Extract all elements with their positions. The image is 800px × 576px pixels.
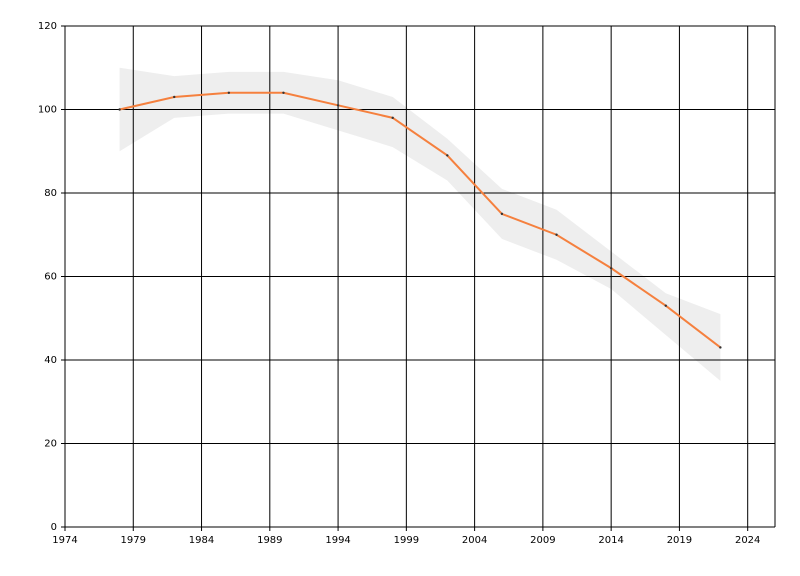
x-tick-label: 1994 <box>325 535 350 546</box>
x-tick-label: 2009 <box>530 535 555 546</box>
data-line <box>119 91 721 349</box>
data-point <box>446 154 449 157</box>
data-point <box>664 304 667 307</box>
data-point <box>173 95 176 99</box>
x-tick-label: 1989 <box>257 535 282 546</box>
data-point <box>719 346 722 349</box>
x-tick-label: 1984 <box>189 535 214 546</box>
y-tick-label: 60 <box>44 272 57 283</box>
y-tick-label: 20 <box>44 439 57 450</box>
data-point <box>336 104 340 107</box>
y-tick-label: 120 <box>38 21 57 32</box>
y-tick-label: 80 <box>44 188 57 199</box>
data-point <box>609 266 613 270</box>
data-point <box>555 233 558 236</box>
data-point <box>391 116 394 120</box>
data-point <box>118 108 121 111</box>
x-tick-label: 1999 <box>394 535 419 546</box>
x-tick-label: 2024 <box>735 535 760 546</box>
data-point <box>282 91 285 95</box>
x-tick-label: 2014 <box>598 535 623 546</box>
y-tick-label: 0 <box>51 522 57 533</box>
x-tick-label: 2004 <box>462 535 487 546</box>
y-tick-label: 40 <box>44 355 57 366</box>
x-tick-label: 2019 <box>667 535 692 546</box>
x-tick-label: 1979 <box>121 535 146 546</box>
data-point <box>227 91 231 95</box>
y-tick-label: 100 <box>38 105 57 116</box>
x-tick-label: 1974 <box>52 535 77 546</box>
confidence-band <box>119 67 721 381</box>
data-point <box>500 212 504 216</box>
